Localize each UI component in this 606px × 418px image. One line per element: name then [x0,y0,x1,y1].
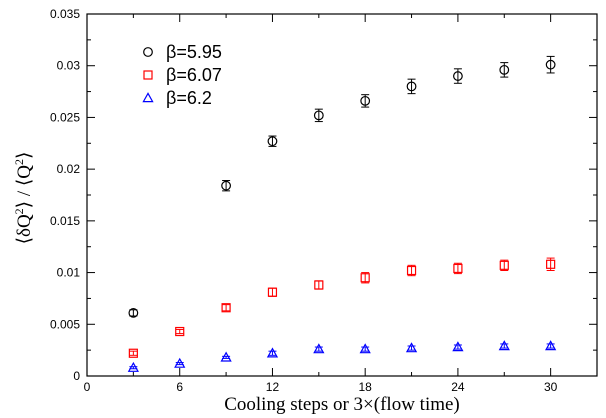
legend-label: β=5.95 [166,42,222,62]
y-tick-label: 0.025 [50,110,80,124]
data-point [406,265,417,276]
data-point [498,340,510,351]
data-point [360,273,370,283]
x-axis-title: Cooling steps or 3×(flow time) [224,394,460,415]
series-2 [128,257,556,358]
data-point [128,308,139,318]
plot-frame [86,13,598,377]
data-point [545,340,557,351]
legend-marker [142,92,154,103]
legend-label: β=6.2 [166,88,212,108]
y-tick-label: 0.005 [50,317,80,331]
y-tick-label: 0.015 [50,214,80,228]
y-tick-label: 0.03 [57,59,81,73]
x-tick-label: 30 [544,380,558,394]
data-series [127,55,557,372]
y-axis-title-sup2: 2 [12,159,26,165]
series-1 [128,55,556,318]
data-point [266,347,279,358]
x-tick-label: 24 [451,380,465,394]
data-point [406,81,417,92]
data-point [220,351,232,362]
axes [86,13,598,377]
data-point [221,303,231,313]
data-point [499,260,509,270]
legend-label: β=6.07 [166,65,222,85]
data-point [545,59,556,70]
data-point [313,110,324,121]
data-point [313,343,325,354]
data-point [267,287,278,297]
y-axis-title-sup1: 2 [12,208,26,214]
data-point [405,342,418,353]
data-point [453,263,463,274]
data-point [221,180,231,191]
data-point [267,136,278,147]
y-axis-title-mid: ⟩ / ⟨Q [14,165,35,209]
y-tick-label: 0.01 [57,266,81,280]
y-tick-label: 0.035 [50,7,80,21]
data-point [546,259,556,269]
data-point [128,348,138,358]
x-tick-label: 6 [176,380,183,394]
data-point [127,361,139,372]
y-axis-title-close: ⟩ [14,152,35,159]
x-tick-label: 12 [266,380,280,394]
y-axis-title-open: ⟨δQ [14,214,35,244]
data-point [175,326,185,337]
x-tick-label: 18 [359,380,373,394]
series-3 [127,340,557,372]
y-tick-label: 0 [73,369,80,383]
data-point [360,95,371,106]
legend-marker [143,70,153,80]
y-tick-label: 0.02 [57,162,81,176]
data-point [452,341,464,352]
data-point [499,64,510,75]
data-point [314,280,324,290]
data-point [174,357,186,368]
y-axis-title: ⟨δQ2⟩ / ⟨Q2⟩ [12,152,35,245]
x-tick-label: 0 [84,380,91,394]
legend-marker [143,47,153,57]
data-point [453,71,463,81]
data-point [359,343,371,354]
ticks: 0 6 12 18 24 30 0 0.005 0.01 0.015 0.02 0.025 0.03 0.… [50,7,597,394]
legend: β=5.95 β=6.07 β=6.2 [142,42,222,108]
